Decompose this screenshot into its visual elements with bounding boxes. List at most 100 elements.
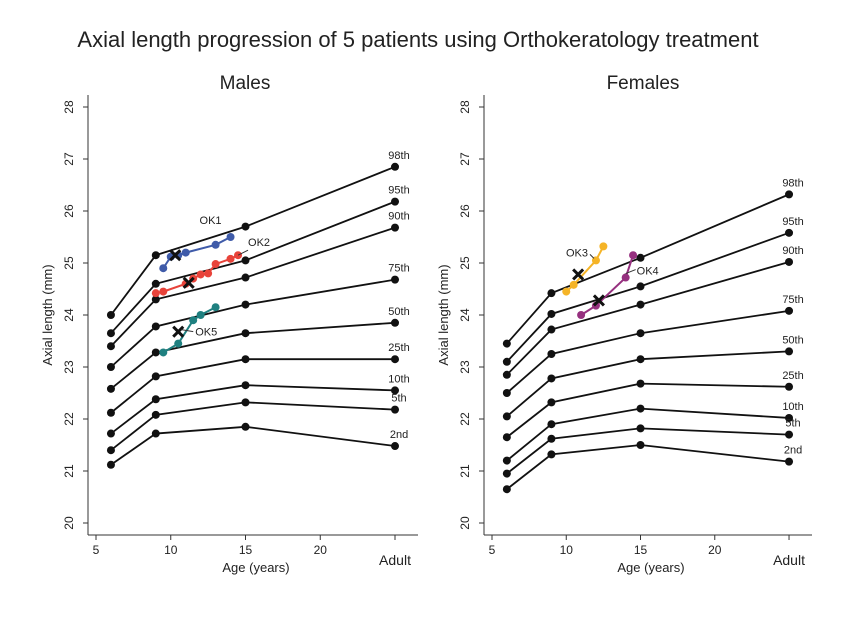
panels: Males 20 21 22 23 24 25 26 27 28 5 10 15 20 Adult Age (…: [40, 73, 812, 575]
y-tick-label: 25: [458, 256, 472, 270]
x-tick-label: 5: [93, 543, 100, 557]
percentile-line-98th: [110, 165, 396, 316]
percentile-point-5th: [241, 398, 250, 407]
percentile-point-75th: [241, 300, 250, 309]
start-marker-OK2: [182, 276, 195, 289]
percentile-point-95th: [547, 309, 556, 318]
patient-point-OK3: [599, 242, 608, 251]
percentile-point-95th: [502, 357, 511, 366]
patient-point-OK5: [211, 303, 220, 312]
percentile-point-2nd: [241, 422, 250, 431]
patient-label-OK5: OK5: [195, 327, 217, 339]
percentile-point-25th: [151, 372, 160, 381]
patient-label-leader: [181, 329, 194, 333]
percentile-line-5th: [110, 401, 396, 451]
percentile-point-5th: [636, 424, 645, 433]
panel-females: Females 20 21 22 23 24 25 26 27 28 5 10 15 20 Adult Age…: [436, 73, 812, 575]
patient-point-OK3: [562, 287, 571, 296]
y-tick-label: 24: [458, 308, 472, 322]
percentile-point-2nd: [785, 457, 794, 466]
y-axis-label: Axial length (mm): [40, 264, 55, 365]
y-tick-label: 25: [62, 256, 76, 270]
patient-point-OK2: [234, 251, 243, 260]
panel-title: Females: [607, 73, 680, 94]
patient-label-leader: [625, 269, 636, 275]
percentile-point-98th: [785, 190, 794, 199]
patient-label-leader: [237, 249, 249, 256]
percentile-label-50th: 50th: [782, 334, 803, 346]
percentile-label-98th: 98th: [782, 177, 803, 189]
percentile-point-75th: [785, 306, 794, 315]
patient-line-OK3: [565, 245, 605, 293]
percentile-line-2nd: [110, 425, 396, 466]
percentile-point-90th: [151, 295, 160, 304]
patient-point-OK1: [181, 248, 190, 257]
percentile-point-25th: [636, 379, 645, 388]
percentile-label-2nd: 2nd: [784, 445, 802, 457]
percentile-point-10th: [547, 420, 556, 429]
patient-point-OK5: [189, 316, 198, 325]
percentile-point-25th: [502, 433, 511, 442]
y-axis-label: Axial length (mm): [436, 264, 451, 365]
percentile-label-98th: 98th: [388, 150, 409, 162]
percentile-point-10th: [391, 386, 400, 395]
percentile-point-75th: [106, 363, 115, 371]
y-tick-label: 20: [458, 516, 472, 530]
percentile-point-50th: [636, 355, 645, 364]
percentile-label-5th: 5th: [391, 393, 406, 405]
patient-point-OK4: [621, 273, 630, 282]
percentile-line-10th: [110, 384, 396, 435]
percentile-label-90th: 90th: [388, 211, 409, 223]
percentile-point-90th: [106, 342, 115, 351]
y-tick-label: 28: [62, 100, 76, 114]
x-tick-label-adult: Adult: [773, 552, 805, 568]
chart-title: Axial length progression of 5 patients u…: [77, 27, 758, 52]
y-tick-label: 26: [62, 204, 76, 218]
y-tick-label: 23: [62, 360, 76, 374]
percentile-point-90th: [502, 370, 511, 379]
percentile-point-2nd: [151, 429, 160, 438]
y-tick-label: 26: [458, 204, 472, 218]
percentile-point-90th: [241, 273, 250, 282]
percentile-line-90th: [110, 226, 396, 347]
x-tick-label: 10: [560, 543, 574, 557]
percentile-point-5th: [151, 410, 160, 419]
percentile-point-10th: [151, 395, 160, 404]
percentile-point-25th: [106, 408, 115, 417]
y-tick-label: 21: [62, 464, 76, 478]
percentile-label-25th: 25th: [782, 370, 803, 382]
percentile-point-50th: [106, 384, 115, 393]
y-tick-label: 23: [458, 360, 472, 374]
patient-point-OK5: [159, 348, 168, 357]
percentile-point-25th: [391, 355, 400, 364]
y-tick-label: 22: [458, 412, 472, 426]
percentile-point-95th: [106, 329, 115, 338]
percentile-point-25th: [785, 382, 794, 391]
patient-label-OK4: OK4: [637, 266, 659, 278]
start-marker-OK3: [572, 268, 585, 281]
percentile-point-75th: [636, 329, 645, 338]
percentile-point-95th: [391, 197, 400, 206]
percentile-point-98th: [636, 253, 645, 262]
patient-point-OK1: [226, 233, 235, 241]
percentile-point-98th: [151, 251, 160, 260]
percentile-point-90th: [547, 325, 556, 334]
percentile-line-95th: [506, 231, 790, 363]
y-tick-label: 22: [62, 412, 76, 426]
y-tick-label: 27: [458, 152, 472, 166]
percentile-line-25th: [110, 358, 396, 414]
percentile-point-2nd: [547, 450, 556, 459]
percentile-point-2nd: [391, 442, 400, 451]
patient-point-OK4: [577, 311, 586, 319]
percentile-point-98th: [547, 289, 556, 298]
percentile-label-75th: 75th: [782, 294, 803, 306]
percentile-point-95th: [151, 279, 160, 288]
patient-label-leader: [589, 254, 595, 259]
percentile-point-10th: [502, 456, 511, 465]
percentile-point-50th: [241, 329, 250, 338]
percentile-label-25th: 25th: [388, 342, 409, 354]
percentile-line-50th: [110, 321, 396, 390]
percentile-point-98th: [391, 162, 400, 171]
start-marker-OK4: [592, 294, 605, 307]
